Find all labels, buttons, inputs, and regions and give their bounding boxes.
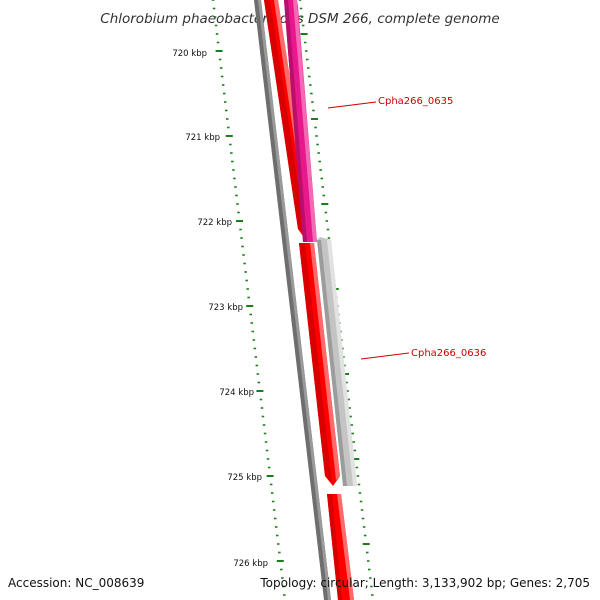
gene-cpha266-0635[interactable]: [284, 0, 317, 242]
forward-cds-2[interactable]: [299, 243, 340, 486]
tick-labels: 720 kbp 721 kbp 722 kbp 723 kbp 724 kbp …: [172, 49, 268, 569]
tick-label-721: 721 kbp: [185, 133, 220, 143]
forward-cds-3[interactable]: [327, 494, 354, 600]
gene-label-text-0636: Cpha266_0636: [411, 348, 486, 359]
tick-label-725: 725 kbp: [227, 473, 262, 483]
gene-label-cpha266-0635: Cpha266_0635: [327, 96, 453, 109]
genome-summary-text: Topology: circular; Length: 3,133,902 bp…: [259, 576, 590, 590]
genome-backbone: [254, 0, 331, 600]
gene-label-text-0635: Cpha266_0635: [378, 96, 453, 107]
tick-label-726: 726 kbp: [233, 559, 268, 569]
tick-label-720: 720 kbp: [172, 49, 207, 59]
gene-label-cpha266-0636: Cpha266_0636: [360, 348, 486, 360]
tick-label-724: 724 kbp: [219, 388, 254, 398]
gene-cpha266-0636[interactable]: [317, 237, 357, 486]
genome-title: Chlorobium phaeobacteroides DSM 266, com…: [100, 11, 499, 27]
tick-label-723: 723 kbp: [208, 303, 243, 313]
accession-text: Accession: NC_008639: [8, 576, 144, 590]
tick-label-722: 722 kbp: [197, 218, 232, 228]
